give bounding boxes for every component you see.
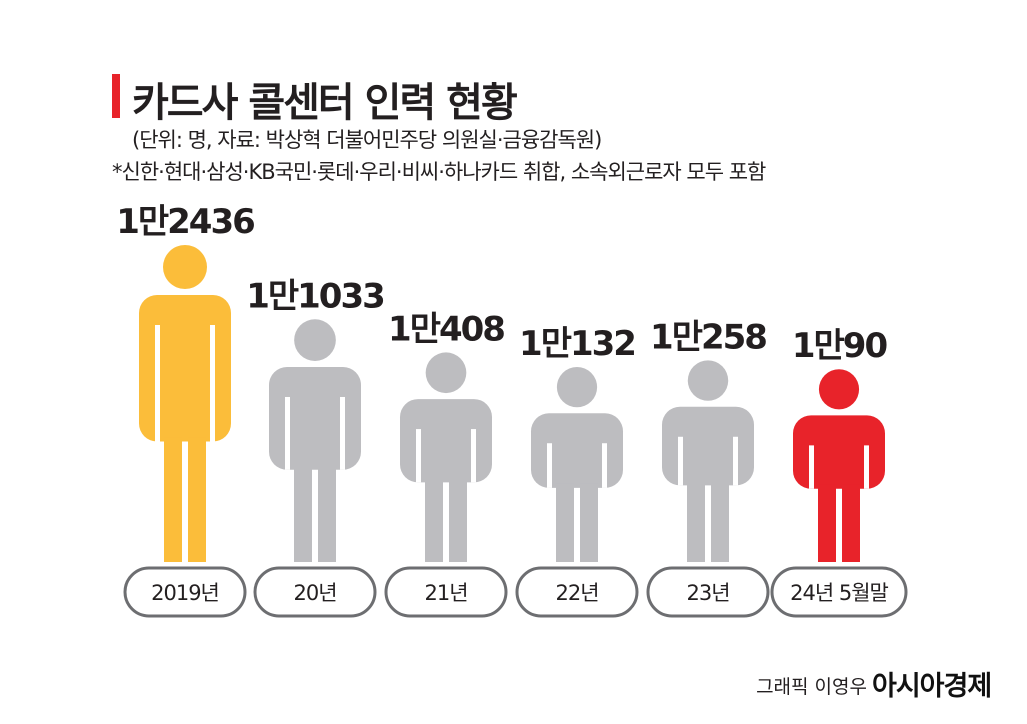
person-leg (687, 481, 705, 562)
value-label: 1만90 (792, 326, 888, 366)
category-label: 20년 (293, 581, 336, 605)
arm-gap (809, 445, 814, 489)
person-leg (318, 465, 336, 562)
person-head (818, 369, 860, 410)
value-label: 1만408 (388, 309, 504, 349)
person-body (531, 413, 623, 488)
graphic-credit: 그래픽 이영우 (756, 676, 867, 698)
person-bar (531, 367, 623, 562)
person-body (793, 415, 885, 489)
category-label: 2019년 (151, 581, 219, 605)
person-head (163, 245, 207, 289)
arm-gap (340, 396, 345, 470)
arm-gap (602, 443, 607, 488)
person-leg (711, 481, 729, 562)
category-label: 22년 (555, 581, 598, 605)
brand-logo: 아시아경제 (872, 671, 992, 702)
person-body (139, 295, 231, 442)
value-label: 1만1033 (246, 276, 384, 316)
person-leg (580, 483, 598, 562)
category-label: 23년 (686, 581, 729, 605)
arm-gap (471, 429, 476, 483)
person-bar (269, 319, 361, 562)
category-pill (384, 566, 508, 618)
arm-gap (678, 436, 683, 486)
person-leg (556, 483, 574, 562)
person-body (269, 366, 361, 470)
person-head (556, 367, 598, 408)
chart-note: *신한·현대·삼성·KB국민·롯데·우리·비씨·하나카드 취합, 소속외근로자 … (112, 160, 766, 184)
category-label: 21년 (424, 581, 467, 605)
arm-gap (864, 445, 869, 489)
category-pill (123, 566, 247, 618)
person-leg (449, 478, 467, 562)
person-bar (400, 352, 492, 562)
arm-gap (547, 443, 552, 488)
person-body (400, 399, 492, 483)
category-pill (646, 566, 770, 618)
person-head (687, 360, 729, 401)
arm-gap (210, 325, 215, 442)
category-pill (770, 566, 908, 618)
person-leg (164, 437, 182, 562)
arm-gap (733, 436, 738, 486)
person-leg (294, 465, 312, 562)
person-bar (793, 369, 885, 562)
person-bar (662, 360, 754, 562)
person-body (662, 406, 754, 486)
person-leg (425, 478, 443, 562)
value-label: 1만2436 (116, 202, 254, 242)
value-label: 1만132 (519, 324, 635, 364)
title-accent-bar (112, 74, 120, 118)
person-leg (842, 484, 860, 562)
category-label: 24년 5월말 (790, 581, 888, 605)
arm-gap (285, 396, 290, 470)
category-pill (515, 566, 639, 618)
chart-title: 카드사 콜센터 인력 현황 (132, 80, 518, 126)
person-leg (188, 437, 206, 562)
arm-gap (416, 429, 421, 483)
chart-subtitle: (단위: 명, 자료: 박상혁 더불어민주당 의원실·금융감독원) (132, 128, 602, 152)
person-head (425, 352, 467, 394)
person-bar (139, 245, 231, 562)
value-label: 1만258 (650, 317, 766, 357)
category-pill (253, 566, 377, 618)
person-head (294, 319, 336, 361)
person-leg (818, 484, 836, 562)
arm-gap (155, 325, 160, 442)
